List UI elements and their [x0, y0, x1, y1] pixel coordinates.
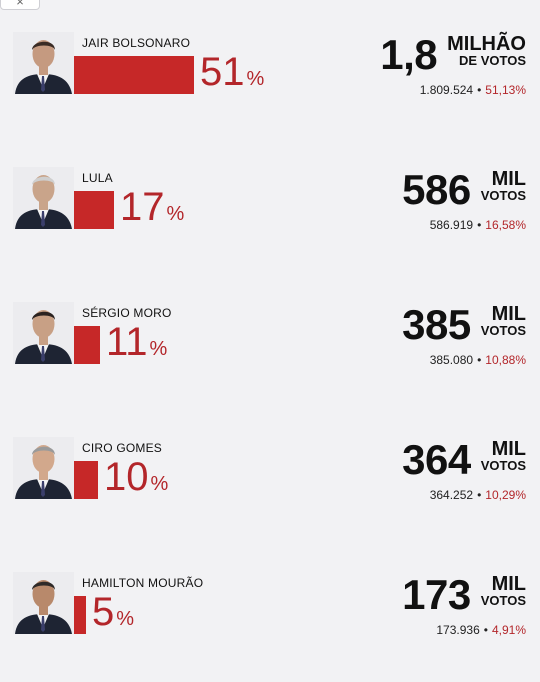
percent-value: 17 [120, 185, 165, 229]
candidate-photo [13, 572, 74, 634]
percent-sign: % [116, 608, 135, 630]
percent-value: 10 [104, 455, 149, 499]
candidate-photo [13, 32, 74, 94]
candidate-name: LULA [82, 171, 113, 185]
vote-unit-bottom: VOTOS [480, 188, 526, 203]
percent-label: 51% [200, 50, 264, 101]
separator-dot: • [477, 488, 482, 502]
percent-value: 51 [200, 50, 245, 94]
vote-total-number: 586 [402, 166, 471, 213]
candidate-row: CIRO GOMES 10% 364 MIL VOTOS 364.252 • 10,29% [0, 437, 540, 547]
vote-share: 4,91% [491, 623, 526, 637]
vote-total: 1,8 MILHÃO DE VOTOS [380, 32, 526, 78]
vote-unit: MIL VOTOS [481, 437, 526, 472]
separator-dot: • [477, 83, 482, 97]
percent-sign: % [150, 473, 169, 495]
vote-unit-bottom: DE VOTOS [459, 53, 526, 68]
percent-sign: % [149, 338, 168, 360]
vote-unit: MIL VOTOS [481, 302, 526, 337]
vote-unit-top: MILHÃO [447, 33, 526, 55]
percent-label: 17% [120, 185, 184, 236]
percent-label: 11% [106, 320, 167, 371]
vote-unit: MILHÃO DE VOTOS [447, 32, 526, 67]
candidate-photo [13, 302, 74, 364]
percent-value: 11 [106, 320, 148, 364]
vote-bar [74, 326, 100, 364]
vote-detail: 385.080 • 10,88% [430, 353, 526, 367]
vote-count: 1.809.524 [419, 83, 474, 97]
vote-share: 16,58% [485, 218, 526, 232]
percent-value: 5 [92, 590, 115, 634]
percent-label: 5% [92, 590, 134, 641]
candidate-row: SÉRGIO MORO 11% 385 MIL VOTOS 385.080 • 10,88% [0, 302, 540, 412]
vote-share: 10,29% [485, 488, 526, 502]
vote-total-number: 385 [402, 301, 471, 348]
vote-total-number: 364 [402, 436, 471, 483]
separator-dot: • [477, 353, 482, 367]
vote-detail: 1.809.524 • 51,13% [420, 83, 526, 97]
candidate-name: SÉRGIO MORO [82, 306, 172, 320]
candidate-photo [13, 167, 74, 229]
vote-unit-top: MIL [491, 573, 526, 595]
vote-unit-bottom: VOTOS [480, 593, 526, 608]
percent-sign: % [166, 203, 185, 225]
vote-share: 51,13% [485, 83, 526, 97]
vote-detail: 586.919 • 16,58% [430, 218, 526, 232]
separator-dot: • [483, 623, 488, 637]
vote-detail: 364.252 • 10,29% [430, 488, 526, 502]
vote-count: 173.936 [436, 623, 480, 637]
vote-total: 364 MIL VOTOS [402, 437, 526, 483]
vote-share: 10,88% [485, 353, 526, 367]
vote-bar [74, 596, 86, 634]
candidate-row: LULA 17% 586 MIL VOTOS 586.919 • 16,58% [0, 167, 540, 277]
vote-total: 173 MIL VOTOS [402, 572, 526, 618]
candidate-row: JAIR BOLSONARO 51% 1,8 MILHÃO DE VOTOS 1.809.… [0, 32, 540, 142]
percent-sign: % [246, 68, 265, 90]
vote-unit-top: MIL [491, 168, 526, 190]
vote-unit-bottom: VOTOS [480, 323, 526, 338]
vote-unit-bottom: VOTOS [480, 458, 526, 473]
separator-dot: • [477, 218, 482, 232]
vote-count: 385.080 [429, 353, 474, 367]
candidate-row: HAMILTON MOURÃO 5% 173 MIL VOTOS 173.936 • 4,91… [0, 572, 540, 682]
candidate-name: CIRO GOMES [82, 441, 163, 455]
percent-label: 10% [104, 455, 168, 506]
vote-unit-top: MIL [491, 438, 526, 460]
vote-total-number: 1,8 [380, 31, 438, 78]
vote-unit: MIL VOTOS [481, 167, 526, 202]
vote-count: 364.252 [429, 488, 474, 502]
vote-detail: 173.936 • 4,91% [436, 623, 526, 637]
candidate-photo [13, 437, 74, 499]
vote-total-number: 173 [402, 571, 471, 618]
candidate-name: JAIR BOLSONARO [82, 36, 191, 50]
vote-unit: MIL VOTOS [481, 572, 526, 607]
vote-bar [74, 56, 194, 94]
vote-bar [74, 191, 114, 229]
vote-total: 385 MIL VOTOS [402, 302, 526, 348]
vote-unit-top: MIL [491, 303, 526, 325]
vote-count: 586.919 [429, 218, 474, 232]
close-button[interactable]: × [0, 0, 40, 10]
candidate-name: HAMILTON MOURÃO [82, 576, 204, 590]
vote-total: 586 MIL VOTOS [402, 167, 526, 213]
vote-bar [74, 461, 98, 499]
